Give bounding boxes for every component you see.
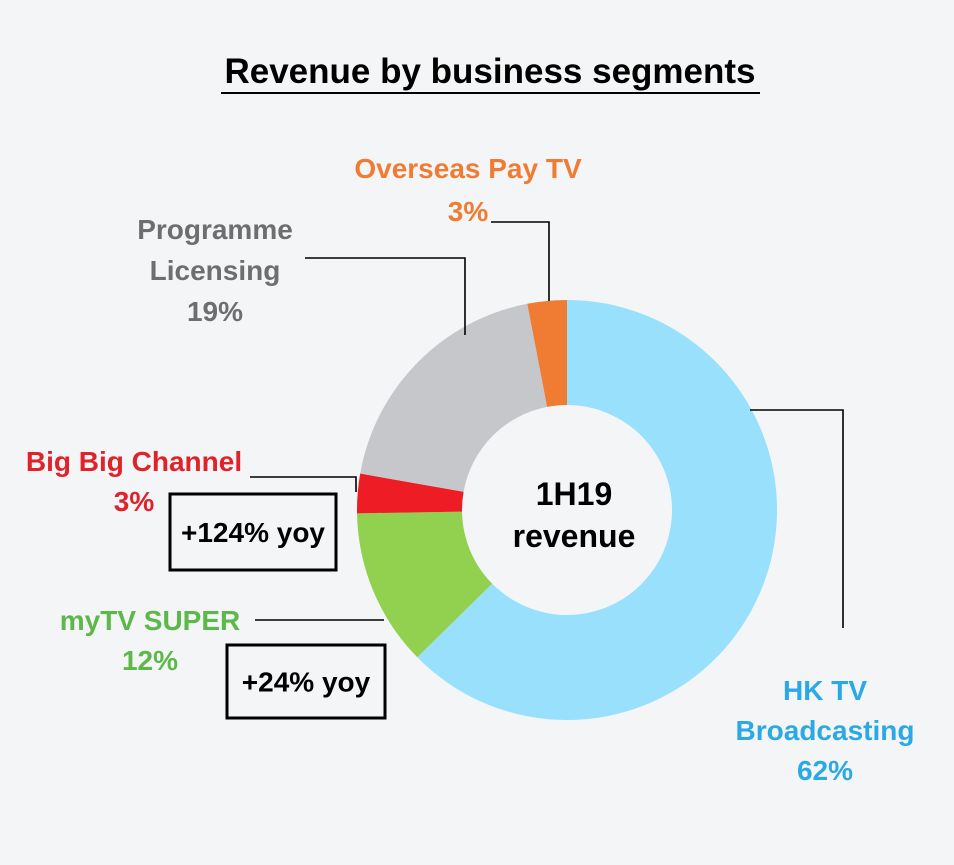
slice-programme-licensing (360, 303, 548, 492)
chart-title: Revenue by business segments (224, 52, 755, 91)
leader-line-big-big-channel (250, 476, 357, 492)
slice-name-label-programme-licensing: Licensing (150, 255, 281, 286)
leader-line-hk-tv-broadcasting (750, 409, 844, 628)
yoy-box-mytv-super (225, 643, 387, 720)
slice-name-label-overseas-pay-tv: Overseas Pay TV (354, 153, 582, 184)
slice-overseas-pay-tv (527, 300, 567, 407)
leader-lines (250, 221, 844, 628)
slice-value-label-overseas-pay-tv: 3% (448, 196, 489, 227)
slice-name-label-hk-tv-broadcasting: HK TV (783, 675, 867, 706)
slice-name-label-programme-licensing: Programme (137, 214, 293, 245)
slice-value-label-programme-licensing: 19% (187, 296, 243, 327)
slice-value-label-hk-tv-broadcasting: 62% (797, 755, 853, 786)
slice-mytv-super (357, 511, 493, 658)
center-label-line-2: revenue (513, 518, 636, 554)
slice-value-label-big-big-channel: 3% (114, 486, 155, 517)
slice-name-label-mytv-super: myTV SUPER (60, 605, 241, 636)
slice-value-label-mytv-super: 12% (122, 645, 178, 676)
labels-layer: 1H19 revenue HK TV Broadcasting 62% myTV SUPE… (26, 153, 915, 786)
slice-name-label-big-big-channel: Big Big Channel (26, 446, 242, 477)
yoy-annotation-mytv-super: +24% yoy (242, 667, 371, 698)
leader-line-programme-licensing (305, 257, 466, 335)
center-label-line-1: 1H19 (536, 476, 613, 512)
yoy-box-big-big-channel (168, 492, 338, 572)
slice-name-label-hk-tv-broadcasting: Broadcasting (736, 715, 915, 746)
leader-line-overseas-pay-tv (491, 221, 550, 301)
slice-big-big-channel (357, 473, 464, 514)
slice-hk-tv-broadcasting (417, 300, 777, 721)
slices-layer (357, 300, 777, 721)
yoy-annotation-big-big-channel: +124% yoy (181, 517, 325, 548)
